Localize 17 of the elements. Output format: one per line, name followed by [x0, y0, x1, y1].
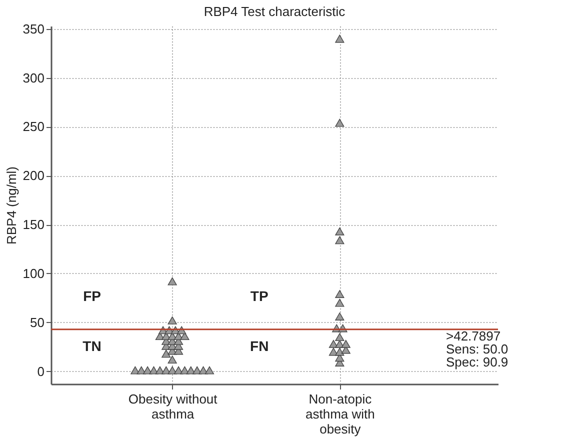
y-axis-title: RBP4 (ng/ml) [4, 166, 19, 245]
annotation: FP [83, 288, 101, 304]
y-tick-label: 50 [30, 314, 44, 330]
chart-title: RBP4 Test characteristic [204, 4, 346, 19]
y-tick-label: 100 [22, 266, 44, 281]
y-tick-label: 150 [22, 217, 44, 232]
y-tick-label: 300 [22, 70, 44, 86]
annotation: FN [250, 338, 269, 354]
y-tick-label: 200 [22, 168, 44, 184]
y-tick-label: 350 [22, 21, 44, 36]
ref-line-label: >42.7897 Sens: 50.0 Spec: 90.9 [446, 328, 508, 370]
y-tick-label: 0 [37, 364, 44, 379]
annotation: TN [82, 338, 102, 354]
y-tick-label: 250 [22, 119, 44, 134]
x-tick-label: Obesity without asthma [128, 392, 218, 422]
x-tick-label: Non-atopic asthma with obesity [305, 392, 375, 436]
annotation: TP [250, 288, 268, 304]
